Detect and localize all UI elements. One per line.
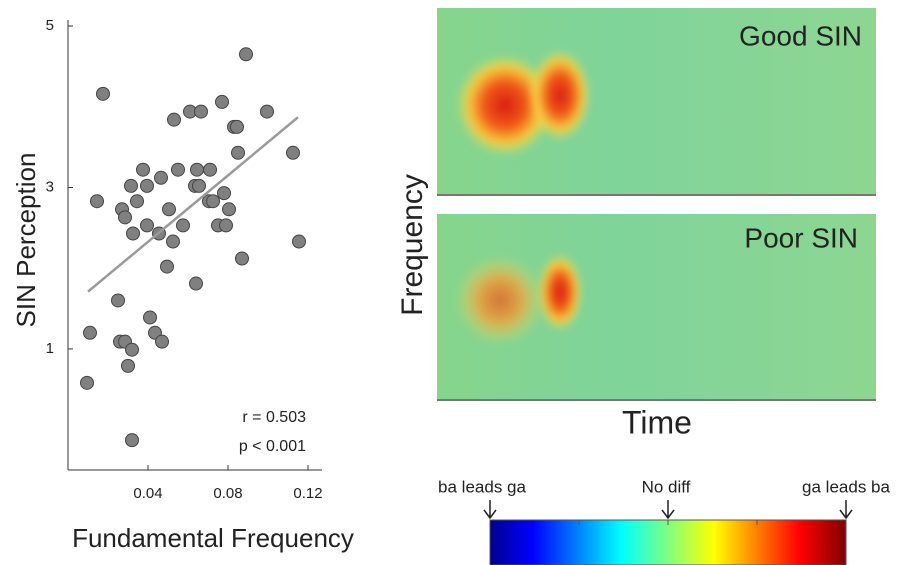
point: [143, 310, 157, 325]
point: [222, 202, 236, 217]
point: [124, 178, 138, 193]
point: [219, 218, 233, 233]
y-tick-label: 1: [46, 340, 54, 357]
point: [155, 334, 169, 349]
x-tick-label: 0.08: [213, 485, 242, 502]
point: [192, 178, 206, 193]
point: [230, 119, 244, 134]
point: [231, 145, 245, 160]
x-tick-label: 0.04: [133, 485, 162, 502]
panel-title: Poor SIN: [744, 222, 858, 253]
point: [118, 210, 132, 225]
point: [190, 162, 204, 177]
point: [189, 276, 203, 291]
y-tick-label: 3: [46, 178, 54, 195]
colorbar-label: ga leads ba: [802, 477, 890, 496]
colorbar-label: No diff: [642, 477, 691, 496]
point: [140, 178, 154, 193]
point: [154, 170, 168, 185]
point: [160, 259, 174, 274]
point: [130, 194, 144, 209]
heatmap-panel: Good SIN: [437, 8, 876, 196]
point: [125, 342, 139, 357]
point: [217, 186, 231, 201]
point: [206, 194, 220, 209]
point: [80, 375, 94, 390]
point: [167, 112, 181, 127]
x-tick-label: 0.12: [293, 485, 322, 502]
x-axis-label: Fundamental Frequency: [72, 523, 354, 553]
point: [203, 162, 217, 177]
y-axis-label: SIN Perception: [11, 153, 41, 328]
point: [90, 194, 104, 209]
point: [166, 234, 180, 249]
annotation: r = 0.503: [242, 409, 306, 426]
point: [171, 162, 185, 177]
point: [111, 293, 125, 308]
point: [136, 162, 150, 177]
point: [194, 104, 208, 119]
point: [286, 145, 300, 160]
heatmap-panel: Poor SIN: [437, 214, 876, 401]
x-axis-label: Time: [622, 404, 692, 440]
point: [176, 218, 190, 233]
point: [235, 251, 249, 266]
point: [140, 218, 154, 233]
point: [162, 202, 176, 217]
y-axis-label: Frequency: [396, 174, 429, 316]
fit-line: [87, 116, 299, 293]
point: [292, 234, 306, 249]
point: [215, 94, 229, 109]
annotation: p < 0.001: [239, 438, 306, 455]
panel-title: Good SIN: [739, 20, 862, 51]
point: [260, 104, 274, 119]
point: [239, 47, 253, 62]
y-tick-label: 5: [46, 17, 54, 34]
point: [121, 358, 135, 373]
point: [126, 226, 140, 241]
point: [125, 433, 139, 448]
colorbar-label: ba leads ga: [438, 477, 526, 496]
point: [96, 86, 110, 101]
colorbar: ba leads ga No diff ga leads ba: [438, 477, 890, 565]
point: [83, 325, 97, 340]
